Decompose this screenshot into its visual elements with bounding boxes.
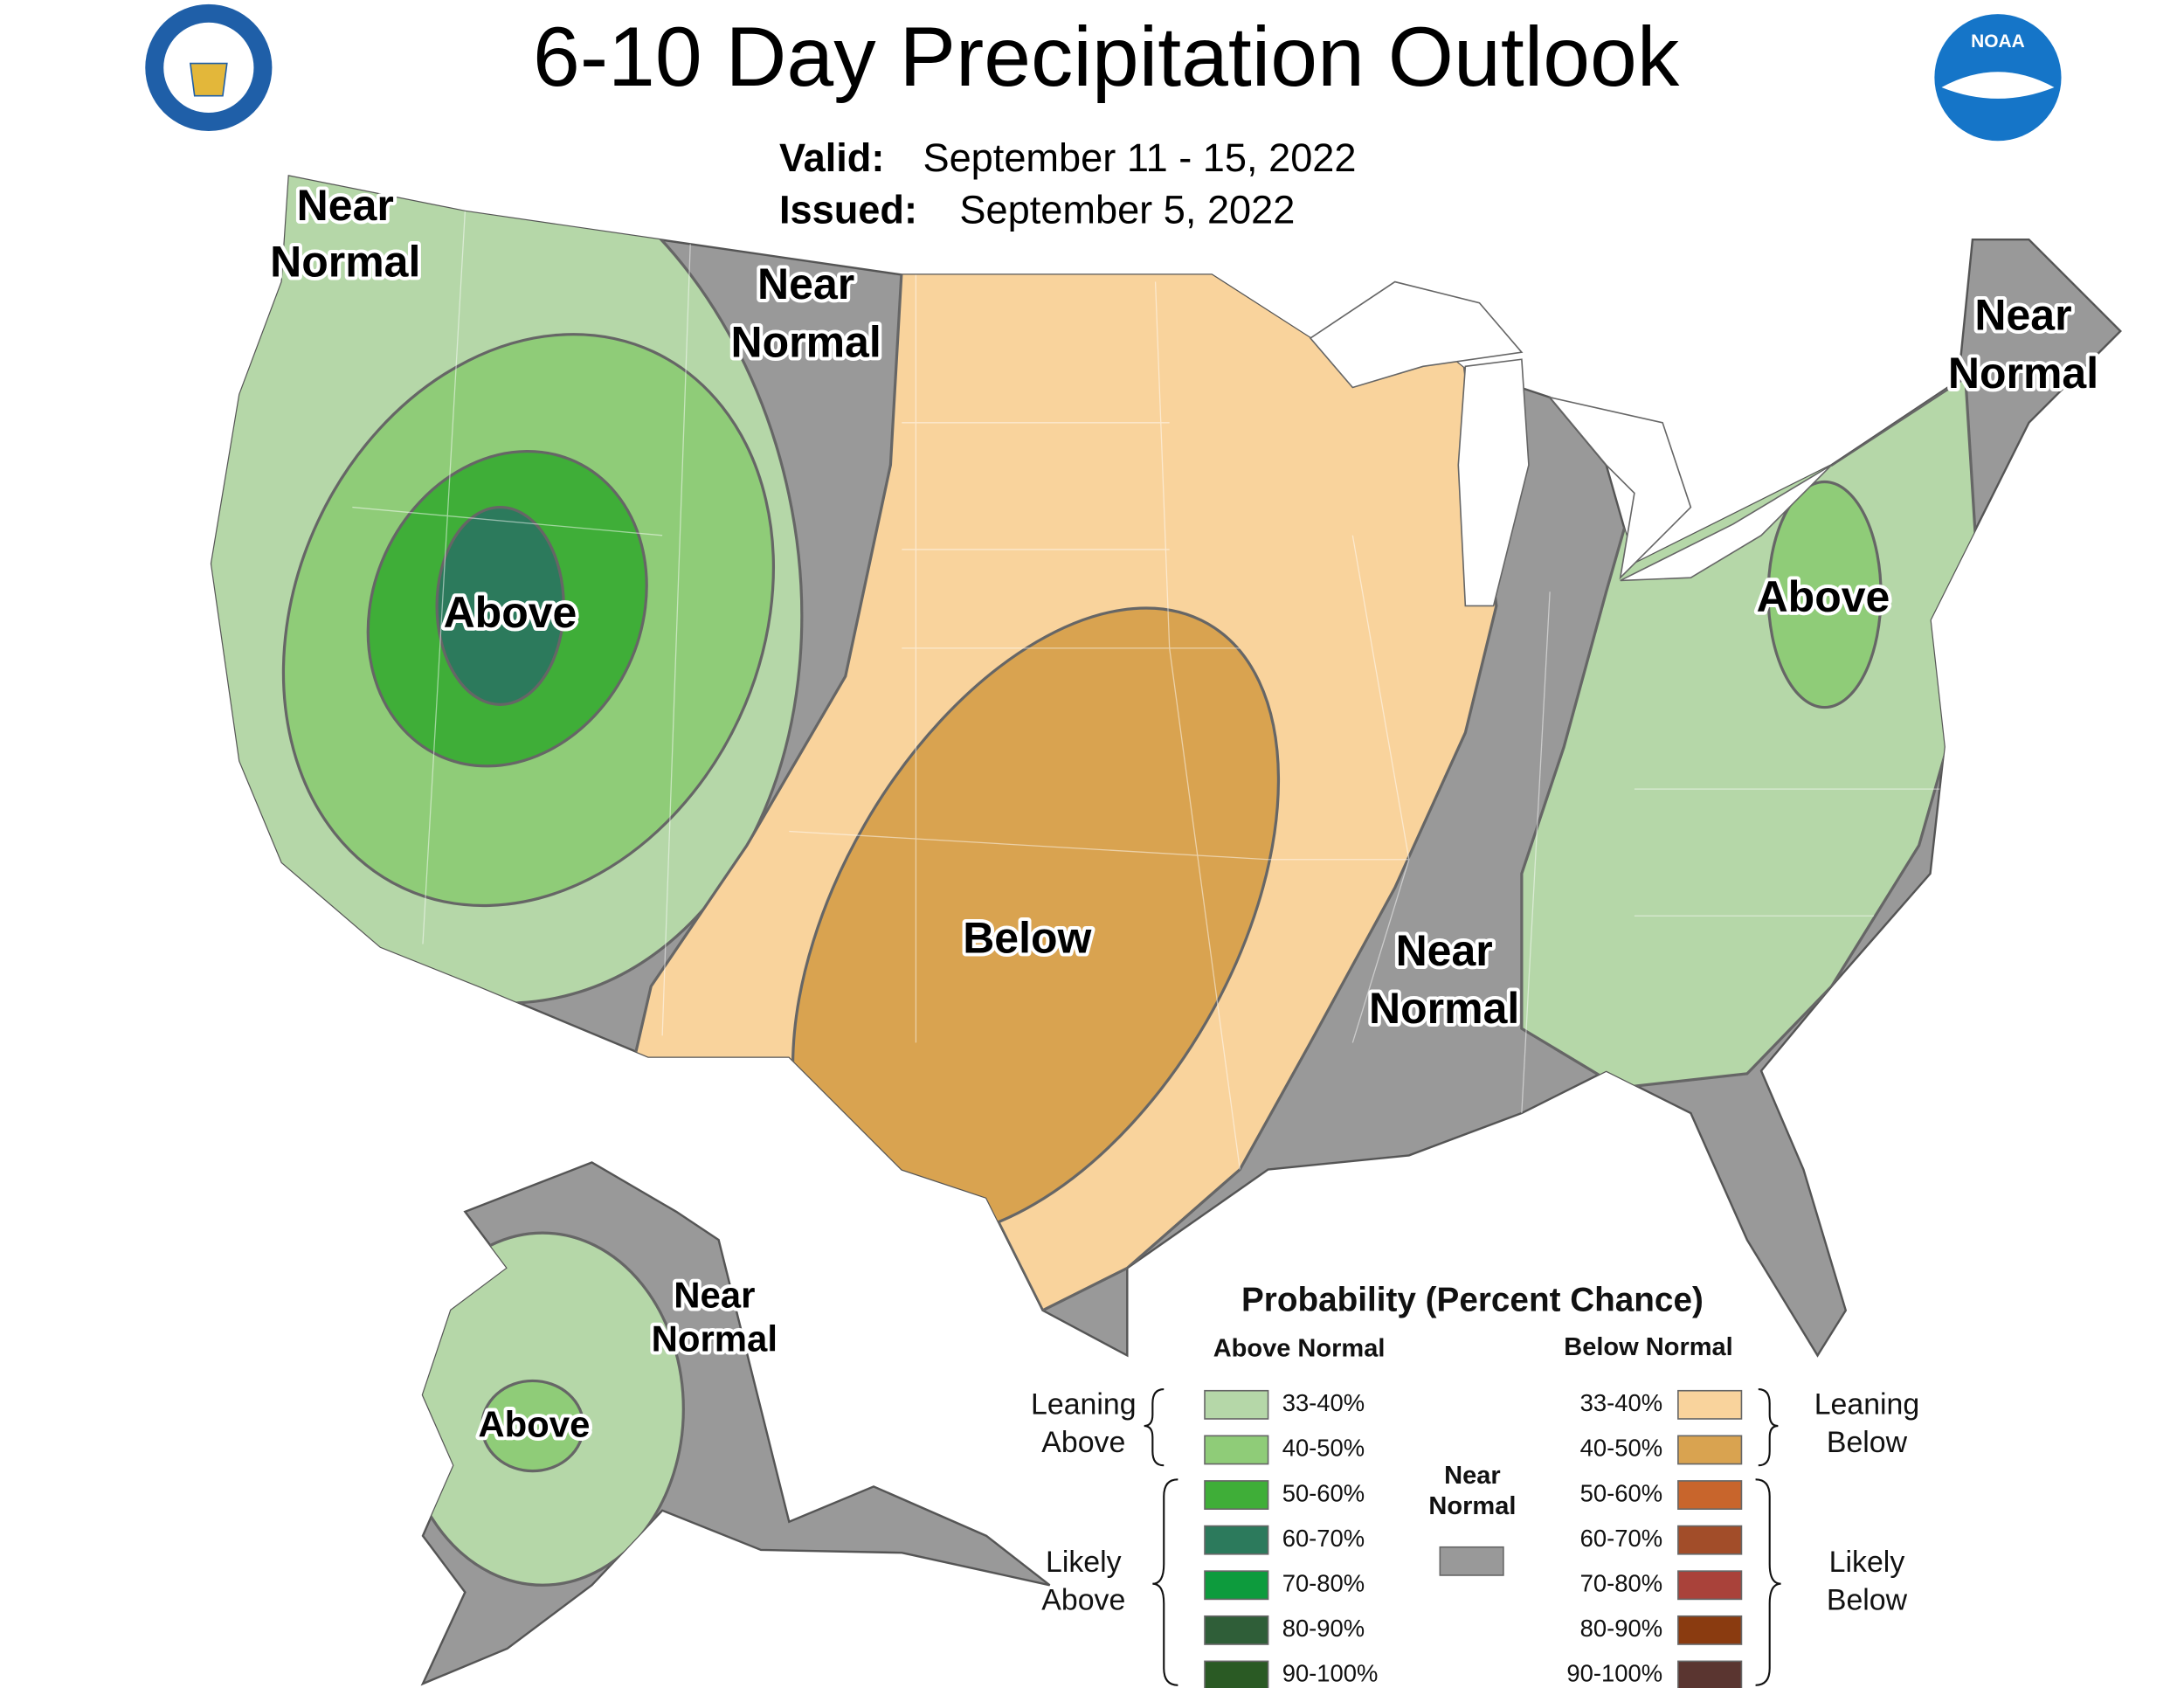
region-label: Above: [1757, 572, 1890, 621]
brace: [1758, 1388, 1779, 1467]
lake-huron: [1547, 396, 1692, 580]
logo-gull: [1941, 72, 2055, 99]
region-label: Above: [444, 588, 577, 637]
legend-swatch: [1204, 1389, 1269, 1420]
legend-range: 40-50%: [1580, 1435, 1662, 1462]
valid-label: Valid:: [779, 135, 884, 180]
region-label: Normal: [1369, 984, 1519, 1033]
legend-header: Below Normal: [1564, 1333, 1732, 1361]
legend-range: 80-90%: [1580, 1615, 1662, 1642]
brace: [1152, 1478, 1178, 1686]
lake-erie-ontario: [1620, 464, 1833, 582]
region-label: Near: [674, 1274, 755, 1315]
commerce-logo: [145, 3, 273, 131]
region-label: Normal: [270, 237, 420, 286]
legend-swatch: [1677, 1525, 1743, 1555]
legend-swatch: [1204, 1660, 1269, 1688]
logo-text: NOAA: [1971, 31, 2025, 52]
above-area: [1766, 480, 1883, 709]
valid-dates: September 11 - 15, 2022: [923, 135, 1356, 180]
legend-swatch: [1677, 1570, 1743, 1601]
region-label: Above: [478, 1404, 590, 1445]
legend-range: 90-100%: [1282, 1660, 1379, 1687]
above-area: [480, 1379, 585, 1473]
region-label: Near: [1974, 291, 2071, 340]
region-label: Normal: [652, 1318, 778, 1359]
legend-near-normal: Near: [1444, 1462, 1501, 1490]
legend-range: 70-80%: [1282, 1570, 1365, 1597]
lake-michigan: [1457, 358, 1530, 607]
legend-range: 40-50%: [1282, 1435, 1365, 1462]
legend-swatch: [1204, 1615, 1269, 1645]
legend-group-label: Above: [1041, 1426, 1125, 1459]
region-label: Near: [757, 259, 854, 308]
noaa-logo: NOAA: [1934, 14, 2062, 142]
legend-swatch: [1677, 1660, 1743, 1688]
brace: [1755, 1478, 1781, 1686]
legend-group-label: Below: [1827, 1426, 1908, 1459]
issued-date: September 5, 2022: [959, 187, 1295, 232]
legend-range: 70-80%: [1580, 1570, 1662, 1597]
conus: [210, 175, 2122, 1358]
region-label: Normal: [731, 317, 881, 366]
legend-group-label: Below: [1827, 1584, 1908, 1617]
brace: [1144, 1388, 1165, 1467]
region-label: Near: [1396, 926, 1493, 975]
legend-range: 60-70%: [1580, 1525, 1662, 1552]
legend-group-label: Likely: [1829, 1546, 1905, 1579]
legend-swatch: [1204, 1435, 1269, 1465]
legend-range: 50-60%: [1282, 1479, 1365, 1506]
legend-swatch: [1439, 1546, 1504, 1576]
legend-title: Probability (Percent Chance): [1241, 1281, 1704, 1318]
legend-group-label: Leaning: [1031, 1387, 1137, 1421]
legend-group-label: Likely: [1046, 1546, 1122, 1579]
title: 6-10 Day Precipitation Outlook: [533, 9, 1680, 104]
lake-superior: [1309, 280, 1524, 389]
region-label: Normal: [1948, 349, 2098, 398]
legend-swatch: [1204, 1525, 1269, 1555]
region-label: Below: [963, 913, 1091, 962]
legend-swatch: [1677, 1615, 1743, 1645]
legend-range: 80-90%: [1282, 1615, 1365, 1642]
legend-range: 60-70%: [1282, 1525, 1365, 1552]
legend-swatch: [1677, 1389, 1743, 1420]
legend-swatch: [1204, 1570, 1269, 1601]
alaska: [420, 1161, 1051, 1686]
legend-swatch: [1677, 1435, 1743, 1465]
legend-header: Above Normal: [1213, 1335, 1386, 1363]
legend-range: 33-40%: [1580, 1389, 1662, 1416]
legend-range: 90-100%: [1566, 1660, 1662, 1687]
legend-group-label: Above: [1041, 1584, 1125, 1617]
legend-range: 33-40%: [1282, 1389, 1365, 1416]
legend-swatch: [1204, 1480, 1269, 1510]
legend-group-label: Leaning: [1814, 1387, 1920, 1421]
legend-near-normal: Normal: [1428, 1492, 1516, 1520]
logo-shield: [189, 62, 228, 97]
issued-label: Issued:: [779, 187, 917, 232]
legend-swatch: [1677, 1480, 1743, 1510]
legend: Probability (Percent Chance) Above Normal…: [1031, 1281, 1919, 1688]
legend-range: 50-60%: [1580, 1479, 1662, 1506]
region-label: Near: [297, 181, 394, 230]
likely-above-area: [435, 505, 565, 706]
